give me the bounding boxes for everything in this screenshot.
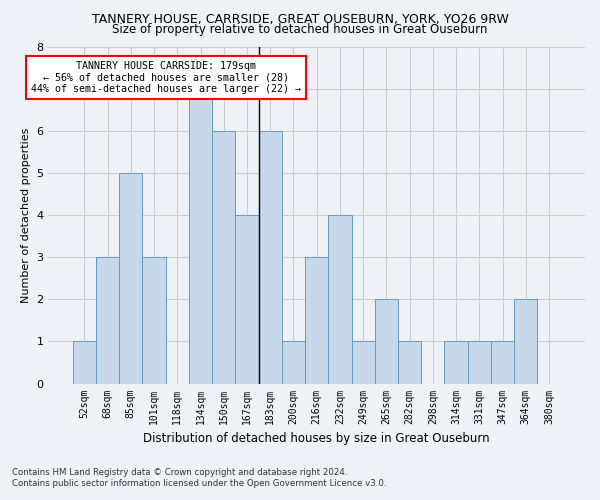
Bar	[189, 88, 212, 384]
Bar	[467, 342, 491, 384]
Bar	[491, 342, 514, 384]
Y-axis label: Number of detached properties: Number of detached properties	[21, 128, 31, 302]
Text: TANNERY HOUSE CARRSIDE: 179sqm
← 56% of detached houses are smaller (28)
44% of : TANNERY HOUSE CARRSIDE: 179sqm ← 56% of …	[31, 61, 301, 94]
Bar	[259, 131, 282, 384]
Text: Size of property relative to detached houses in Great Ouseburn: Size of property relative to detached ho…	[112, 22, 488, 36]
Bar	[375, 300, 398, 384]
Bar	[73, 342, 96, 384]
Bar	[235, 215, 259, 384]
Text: TANNERY HOUSE, CARRSIDE, GREAT OUSEBURN, YORK, YO26 9RW: TANNERY HOUSE, CARRSIDE, GREAT OUSEBURN,…	[92, 12, 508, 26]
X-axis label: Distribution of detached houses by size in Great Ouseburn: Distribution of detached houses by size …	[143, 432, 490, 445]
Bar	[282, 342, 305, 384]
Bar	[96, 257, 119, 384]
Bar	[328, 215, 352, 384]
Bar	[305, 257, 328, 384]
Bar	[352, 342, 375, 384]
Bar	[119, 173, 142, 384]
Bar	[212, 131, 235, 384]
Bar	[398, 342, 421, 384]
Bar	[142, 257, 166, 384]
Bar	[445, 342, 467, 384]
Bar	[514, 300, 538, 384]
Text: Contains HM Land Registry data © Crown copyright and database right 2024.
Contai: Contains HM Land Registry data © Crown c…	[12, 468, 386, 487]
